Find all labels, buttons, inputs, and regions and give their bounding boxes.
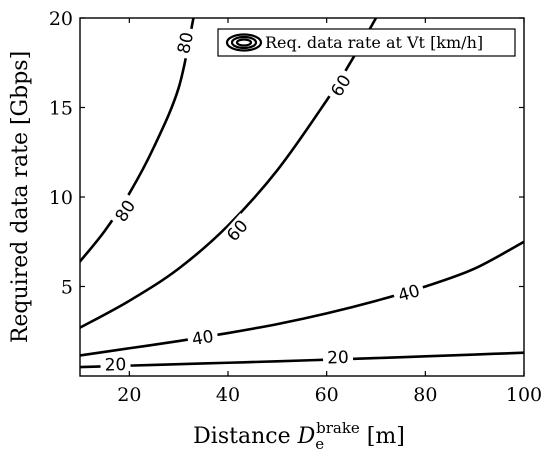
tick-labels: 20 40 60 80 100 5 10 15 20: [49, 8, 542, 406]
x-tick-label: 40: [216, 384, 240, 406]
contour-label-40-1: 40: [186, 326, 220, 351]
x-axis-title-superscript: brake: [316, 419, 360, 437]
contour-label-20-1: 20: [100, 354, 131, 376]
x-axis-title-subscript: e: [315, 435, 324, 453]
x-axis-title-unit: [m]: [360, 424, 405, 449]
y-tick-label: 20: [49, 8, 73, 30]
y-tick-label: 15: [49, 98, 73, 120]
contour-line-40: [80, 240, 524, 357]
x-tick-label: 100: [506, 384, 542, 406]
contour-label-40-2: 40: [391, 279, 427, 308]
contour-label-80-1: 80: [109, 193, 143, 230]
contour-lines: [80, 18, 524, 369]
y-tick-label: 10: [49, 187, 73, 209]
plot-area-frame: [79, 17, 525, 377]
svg-text:20: 20: [327, 348, 349, 369]
legend-entry: Req. data rate at Vt [km/h]: [265, 33, 483, 52]
x-tick-label: 60: [315, 384, 339, 406]
contour-line-20: [80, 351, 524, 369]
x-axis-title-symbol: D: [297, 424, 316, 449]
contour-label-60-2: 60: [325, 67, 358, 105]
x-axis-title-prefix: Distance: [193, 424, 297, 449]
axis-ticks: [80, 17, 525, 376]
contour-label-20-2: 20: [322, 347, 354, 369]
y-axis-title: Required data rate [Gbps]: [8, 51, 33, 343]
x-tick-label: 20: [117, 384, 141, 406]
svg-text:20: 20: [104, 355, 126, 376]
contour-label-60-1: 60: [220, 213, 256, 249]
x-axis-title: Distance Debrake [m]: [193, 419, 405, 453]
legend-box: [217, 28, 516, 57]
contour-line-60: [80, 18, 378, 329]
x-tick-label: 80: [413, 384, 437, 406]
legend-contour-icon: [225, 33, 263, 52]
y-tick-label: 5: [61, 277, 73, 299]
contour-labels: 20 20 40 40 60 60 80 80: [100, 26, 427, 376]
svg-text:80: 80: [174, 30, 198, 55]
svg-text:40: 40: [191, 327, 216, 350]
contour-line-80: [80, 18, 195, 263]
legend: Req. data rate at Vt [km/h]: [217, 28, 516, 57]
contour-label-80-2: 80: [173, 26, 199, 60]
